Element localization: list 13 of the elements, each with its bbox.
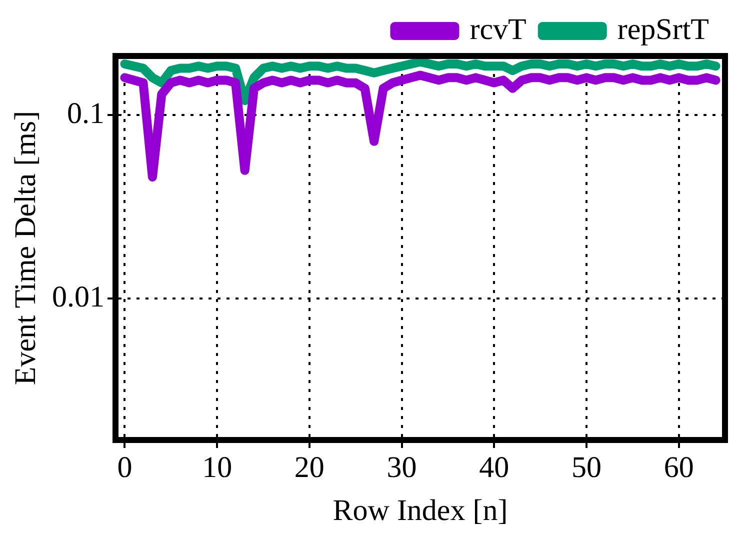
x-tick-label: 20 xyxy=(294,450,324,484)
x-tick-label: 40 xyxy=(479,450,510,484)
x-tick-label: 30 xyxy=(386,450,417,484)
x-tick-label: 10 xyxy=(202,450,232,484)
x-axis-title: Row Index [n] xyxy=(332,494,508,527)
x-tick-label: 60 xyxy=(664,450,694,484)
x-tick-label: 0 xyxy=(117,450,132,484)
legend-label: repSrtT xyxy=(617,12,709,46)
y-tick-label: 0.01 xyxy=(52,280,104,314)
y-tick-label: 0.1 xyxy=(67,97,104,130)
y-axis-title: Event Time Delta [ms] xyxy=(8,110,42,386)
legend-label: rcvT xyxy=(470,12,526,46)
x-tick-label: 50 xyxy=(571,450,602,484)
